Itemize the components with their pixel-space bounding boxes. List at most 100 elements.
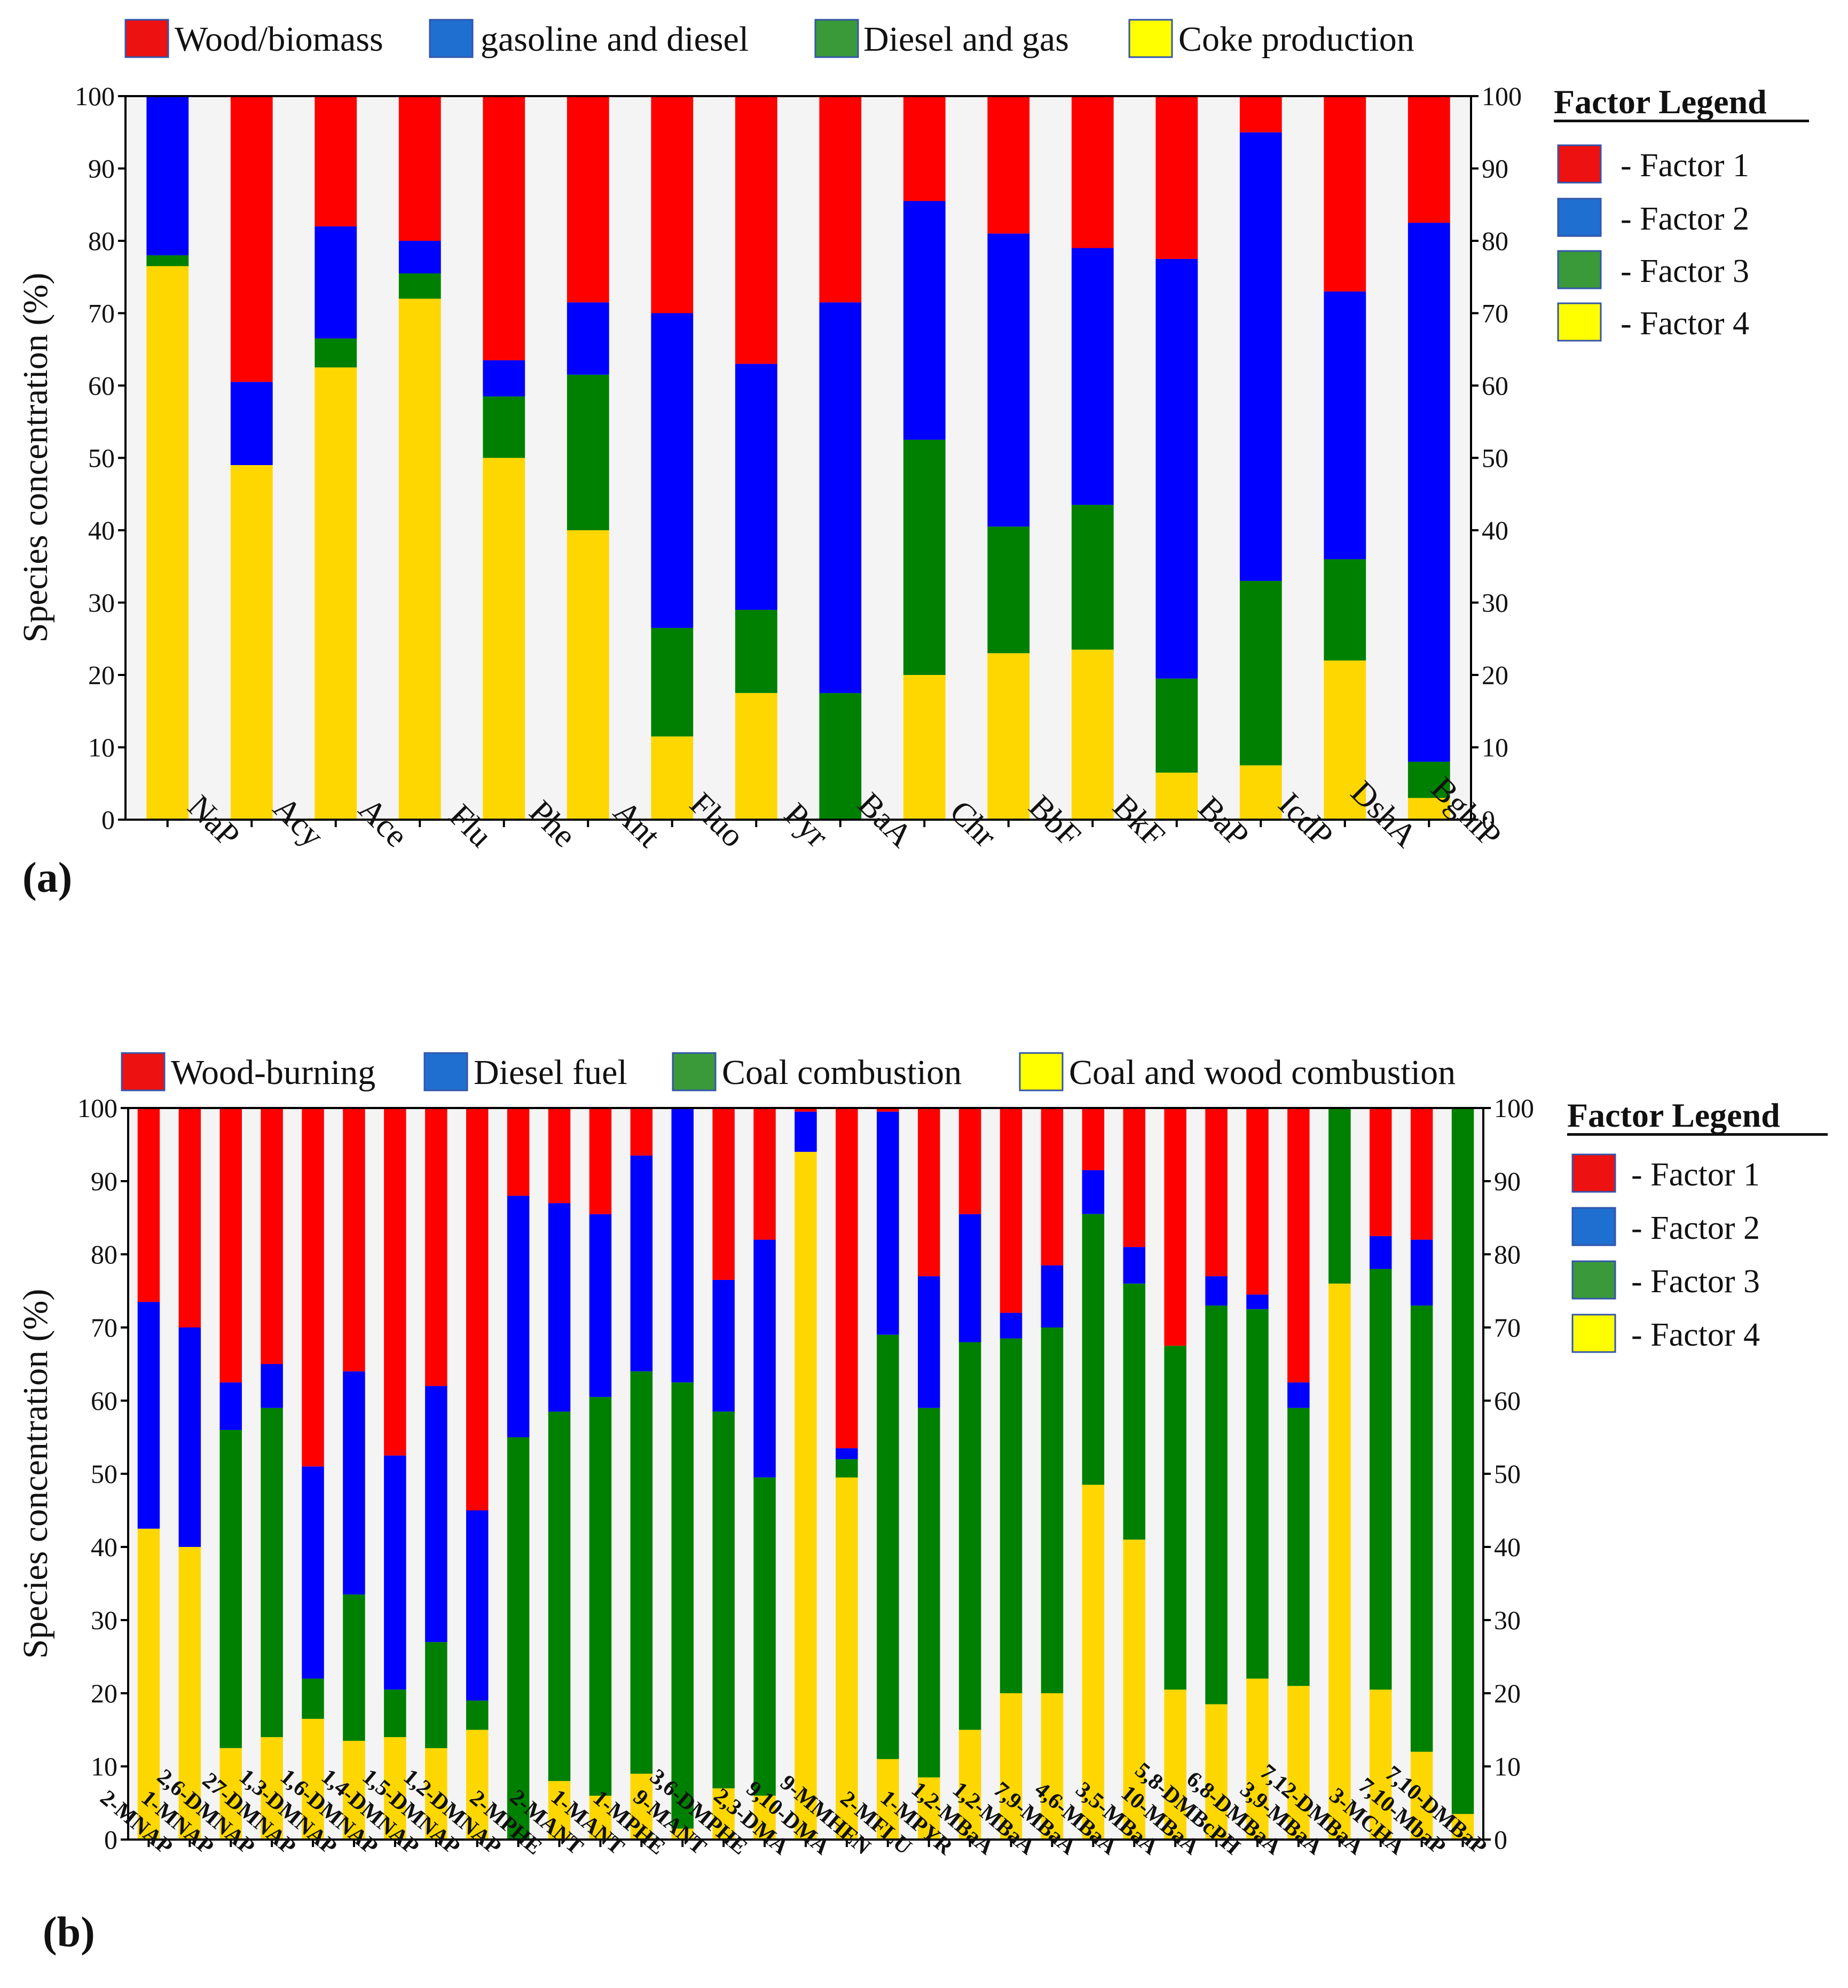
top-legend-a: Wood/biomass gasoline and diesel Diesel … (124, 19, 1414, 59)
bar-factor-4-9-mant-13 (671, 1828, 694, 1840)
bar-factor-3-bbf-10 (987, 527, 1030, 654)
bar-factor-2-flu-3 (398, 241, 441, 273)
panel-a-stacked-bar-chart: Wood/biomass gasoline and diesel Diesel … (16, 19, 1809, 901)
factor-swatch-2-a (1557, 198, 1602, 237)
bar-factor-3-fluo-6 (651, 627, 694, 737)
legend-label-coke-production: Coke production (1178, 20, 1414, 59)
bar-factor-3-1-4-dmnap-6 (384, 1690, 406, 1738)
bar-factor-1-1-5-dmnap-7 (425, 1108, 447, 1386)
bar-factor-1-3-6-dmphe-14 (712, 1108, 735, 1280)
legend-swatch-diesel-gas (814, 19, 859, 58)
bar-factor-3-1-2-mbaa-20 (958, 1342, 981, 1730)
y-tick-label-right-70: 70 (1494, 1313, 1521, 1342)
bar-factor-1-2-mnap-0 (137, 1108, 160, 1302)
bar-factor-4-4-6-mbaa-23 (1082, 1484, 1105, 1840)
factor-legend-b: Factor Legend - Factor 1 - Factor 2 - Fa… (1567, 1096, 1828, 1353)
bar-factor-3-bap-12 (1155, 678, 1198, 773)
bar-factor-1-7-10-mbap-31 (1410, 1108, 1433, 1240)
bar-factor-1-4-6-mbaa-23 (1082, 1108, 1105, 1170)
bar-factor-2-9-mant-13 (671, 1108, 694, 1382)
bar-factor-2-pyr-7 (735, 364, 777, 610)
bar-factor-4-ace-2 (314, 367, 357, 820)
bar-factor-3-2-mphe-9 (507, 1437, 530, 1840)
bar-factor-4-1-mant-11 (589, 1795, 612, 1840)
bar-factor-1-acy-1 (230, 96, 273, 382)
bar-factor-2-2-mphe-9 (507, 1196, 530, 1437)
bar-factor-2-2-mnap-0 (137, 1302, 160, 1529)
y-axis-left-b: 0 10 20 30 40 50 60 70 80 90 100 (77, 1093, 128, 1855)
y-tick-label-right-80: 80 (1494, 1239, 1521, 1269)
bar-factor-1-27-dmnap-3 (261, 1108, 283, 1364)
bar-factor-3-1-mphe-12 (630, 1371, 653, 1774)
bar-factor-2-acy-1 (230, 382, 273, 465)
bar-factor-1-1-2-mbaa-21 (1000, 1108, 1023, 1313)
y-tick-label-left-50: 50 (88, 443, 115, 473)
bar-factor-3-1-2-dmnap-8 (466, 1700, 489, 1730)
y-tick-label-right-40: 40 (1482, 515, 1508, 545)
y-tick-label-left-80: 80 (88, 226, 115, 256)
bar-factor-4-7-9-mbaa-22 (1041, 1693, 1064, 1840)
bar-factor-3-4-6-mbaa-23 (1082, 1214, 1105, 1485)
y-tick-label-right-0: 0 (1494, 1825, 1507, 1855)
bar-factor-1-6-8-dmbaa-27 (1246, 1108, 1269, 1295)
bar-factor-4-pyr-7 (735, 693, 777, 820)
y-tick-label-right-60: 60 (1494, 1386, 1521, 1416)
bar-factor-4-7-10-mbap-31 (1410, 1751, 1433, 1840)
bar-factor-2-1-mnap-1 (178, 1327, 201, 1547)
bar-factor-2-1-2-dmnap-8 (466, 1510, 489, 1701)
legend-swatch-gasoline-diesel (429, 19, 474, 58)
bar-factor-4-2-3-dma-15 (753, 1795, 776, 1840)
bar-factor-2-9-10-dma-16 (795, 1111, 817, 1152)
bar-factor-4-phe-4 (483, 458, 525, 820)
bar-factor-1-2-3-dma-15 (753, 1108, 776, 1240)
bar-factor-4-ant-5 (567, 530, 609, 820)
y-tick-label-left-90: 90 (88, 154, 115, 184)
bar-factor-3-1-mpyr-19 (918, 1408, 940, 1778)
bar-factor-3-nap-0 (146, 255, 189, 266)
bar-factor-1-1-6-dmnap-5 (343, 1108, 365, 1372)
bar-factor-2-ant-5 (567, 302, 609, 375)
bar-factor-1-baa-8 (819, 96, 862, 303)
bar-factor-3-1-5-dmnap-7 (425, 1642, 447, 1748)
y-axis-right-b: 0 10 20 30 40 50 60 70 80 90 100 (1483, 1093, 1534, 1855)
factor-label-2-a: - Factor 2 (1621, 201, 1749, 237)
y-tick-label-right-50: 50 (1482, 443, 1508, 473)
bar-factor-4-7-10-dmbap-32 (1451, 1814, 1474, 1840)
bar-factor-3-1-mant-11 (589, 1397, 612, 1796)
y-tick-label-left-40: 40 (88, 515, 115, 545)
legend-label-diesel-fuel: Diesel fuel (474, 1053, 627, 1092)
bar-factor-2-9-mmhen-17 (836, 1448, 858, 1459)
bar-factor-2-3-5-mbaa-24 (1123, 1247, 1145, 1284)
y-tick-label-right-90: 90 (1494, 1166, 1521, 1196)
factor-legend-title-a: Factor Legend (1554, 83, 1767, 121)
panel-label-b: (b) (43, 1909, 95, 1956)
legend-swatch-coke-production (1128, 19, 1173, 58)
legend-swatch-diesel-fuel (423, 1052, 468, 1091)
bar-factor-3-3-mcha-30 (1370, 1269, 1392, 1690)
bar-factor-3-2-6-dmnap-2 (219, 1429, 242, 1748)
bar-factor-1-ace-2 (314, 96, 357, 226)
factor-label-4-a: - Factor 4 (1621, 305, 1749, 342)
bar-factor-1-ant-5 (567, 96, 609, 303)
y-tick-label-right-10: 10 (1494, 1751, 1521, 1781)
bar-factor-2-1-5-dmnap-7 (425, 1386, 447, 1643)
bar-factor-2-2-mant-10 (548, 1203, 571, 1412)
factor-legend-a: Factor Legend - Factor 1 - Factor 2 - Fa… (1554, 83, 1809, 342)
bar-factor-4-1-mnap-1 (178, 1547, 201, 1840)
bar-factor-1-7-9-mbaa-22 (1041, 1108, 1064, 1266)
bar-factor-4-1-2-mbaa-20 (958, 1730, 981, 1840)
bar-factor-3-dsha-14 (1324, 559, 1366, 661)
bar-factor-1-flu-3 (398, 96, 441, 241)
y-tick-label-left-0: 0 (104, 1825, 117, 1855)
bar-factor-4-3-5-mbaa-24 (1123, 1539, 1145, 1840)
y-tick-label-left-0: 0 (101, 805, 115, 835)
bar-factor-3-7-9-mbaa-22 (1041, 1327, 1064, 1693)
bar-factor-1-bbf-10 (987, 96, 1030, 234)
y-tick-label-left-30: 30 (88, 588, 115, 618)
bar-factor-2-27-dmnap-3 (261, 1364, 283, 1408)
legend-swatch-coal-wood-combustion (1019, 1052, 1064, 1091)
legend-swatch-wood-biomass (124, 19, 169, 58)
bar-factor-4-1-5-dmnap-7 (425, 1748, 447, 1840)
bar-factor-4-10-mbaa-25 (1164, 1690, 1186, 1840)
